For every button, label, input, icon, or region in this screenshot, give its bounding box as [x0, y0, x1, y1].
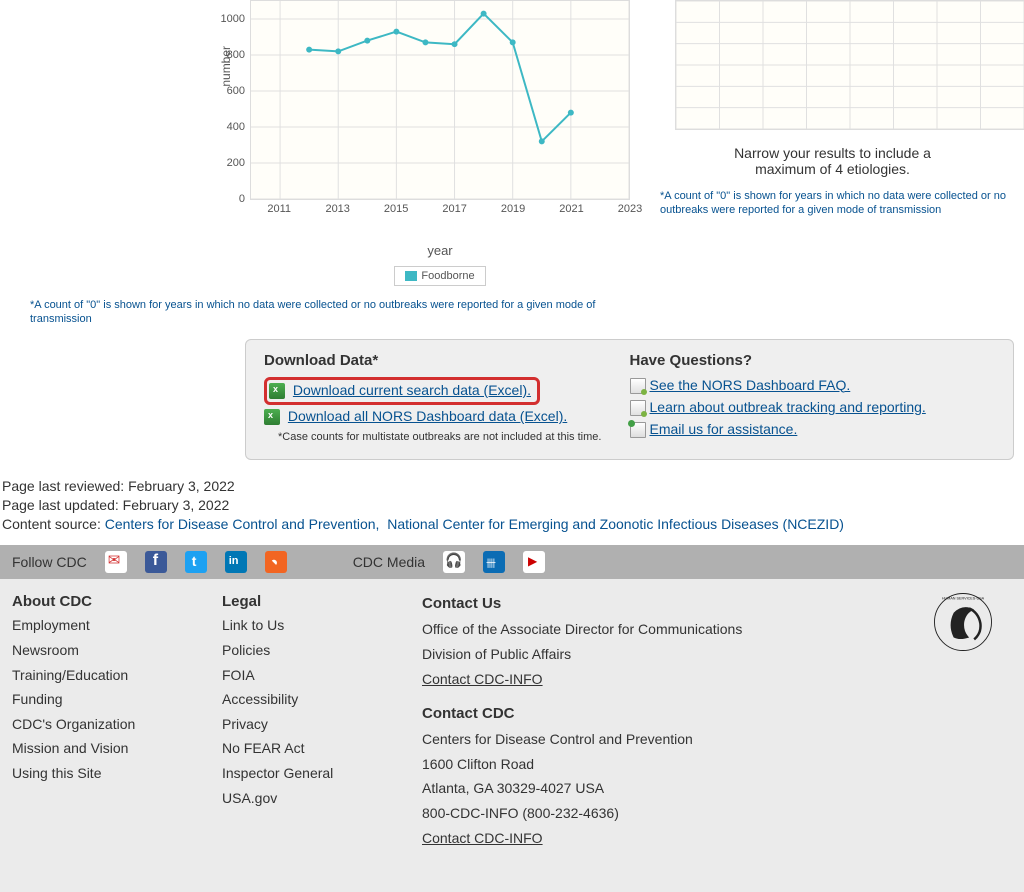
narrow-line1: Narrow your results to include a [660, 145, 1005, 161]
rss-icon[interactable] [265, 551, 287, 573]
content-source: Content source: Centers for Disease Cont… [2, 516, 1022, 532]
page-updated: Page last updated: February 3, 2022 [2, 497, 1022, 513]
email-link[interactable]: Email us for assistance. [650, 421, 798, 437]
about-link-4[interactable]: CDC's Organization [12, 715, 202, 735]
download-heading: Download Data* [264, 352, 630, 369]
excel-icon [264, 409, 280, 425]
source-link-1[interactable]: Centers for Disease Control and Preventi… [105, 516, 380, 532]
legal-link-2[interactable]: FOIA [222, 666, 402, 686]
about-link-5[interactable]: Mission and Vision [12, 739, 202, 759]
legend-label: Foodborne [421, 270, 474, 282]
contact-cdc-line2: 1600 Clifton Road [422, 755, 822, 775]
legend-item: Foodborne [394, 266, 485, 286]
legal-link-4[interactable]: Privacy [222, 715, 402, 735]
download-all-row: Download all NORS Dashboard data (Excel)… [264, 408, 630, 425]
source-link-2[interactable]: National Center for Emerging and Zoonoti… [387, 516, 844, 532]
twitter-icon[interactable] [185, 551, 207, 573]
contact-cdc-line1: Centers for Disease Control and Preventi… [422, 730, 822, 750]
legal-heading: Legal [222, 593, 402, 610]
download-box: Download Data* Download current search d… [245, 339, 1014, 461]
learn-link[interactable]: Learn about outbreak tracking and report… [650, 399, 926, 415]
contact-cdc-line4: 800-CDC-INFO (800-232-4636) [422, 804, 822, 824]
chart-svg-right [676, 1, 1024, 129]
about-link-6[interactable]: Using this Site [12, 764, 202, 784]
legal-link-5[interactable]: No FEAR Act [222, 739, 402, 759]
excel-icon [269, 383, 285, 399]
about-link-2[interactable]: Training/Education [12, 666, 202, 686]
cdc-media-label: CDC Media [353, 554, 425, 570]
mail-icon [630, 422, 646, 438]
faq-link[interactable]: See the NORS Dashboard FAQ. [650, 377, 851, 393]
chart-plot-area-right [675, 0, 1024, 130]
content-area: number 02004006008001000 201120132015201… [0, 0, 1024, 460]
about-link-3[interactable]: Funding [12, 690, 202, 710]
about-link-0[interactable]: Employment [12, 616, 202, 636]
legal-link-1[interactable]: Policies [222, 641, 402, 661]
email-icon[interactable] [105, 551, 127, 573]
highlighted-download: Download current search data (Excel). [264, 377, 540, 405]
chart-footnote-right: *A count of "0" is shown for years in wh… [650, 189, 1024, 218]
podcast-icon[interactable] [443, 551, 465, 573]
contact-us-block: Contact Us Office of the Associate Direc… [422, 593, 822, 689]
narrow-results-message: Narrow your results to include a maximum… [640, 145, 1024, 177]
email-row: Email us for assistance. [630, 421, 996, 438]
chart-legend: Foodborne [250, 266, 630, 286]
legal-link-3[interactable]: Accessibility [222, 690, 402, 710]
legal-link-0[interactable]: Link to Us [222, 616, 402, 636]
legal-link-7[interactable]: USA.gov [222, 789, 402, 809]
questions-column: Have Questions? See the NORS Dashboard F… [630, 352, 996, 444]
page-metadata: Page last reviewed: February 3, 2022 Pag… [0, 460, 1024, 545]
contact-us-line2: Division of Public Affairs [422, 645, 822, 665]
chart-plot-area: number 02004006008001000 [250, 0, 630, 200]
narrow-line2: maximum of 4 etiologies. [660, 161, 1005, 177]
download-current-link[interactable]: Download current search data (Excel). [293, 382, 531, 398]
footer-contact-column: Contact Us Office of the Associate Direc… [422, 593, 842, 862]
follow-cdc-label: Follow CDC [12, 554, 87, 570]
contact-cdc-heading: Contact CDC [422, 703, 822, 724]
right-chart-panel: Narrow your results to include a maximum… [640, 0, 1024, 327]
about-heading: About CDC [12, 593, 202, 610]
contact-cdc-block: Contact CDC Centers for Disease Control … [422, 703, 822, 848]
page-reviewed: Page last reviewed: February 3, 2022 [2, 478, 1022, 494]
y-ticks: 02004006008001000 [213, 1, 248, 199]
footer-legal-column: Legal Link to Us Policies FOIA Accessibilit… [222, 593, 422, 862]
contact-cdc-info-link[interactable]: Contact CDC-INFO [422, 670, 822, 690]
left-chart-panel: number 02004006008001000 201120132015201… [10, 0, 630, 327]
case-count-note: *Case counts for multistate outbreaks ar… [278, 431, 630, 443]
x-ticks: 2011201320152017201920212023 [250, 200, 630, 218]
doc-icon [630, 378, 646, 394]
chart-svg [251, 1, 629, 199]
learn-row: Learn about outbreak tracking and report… [630, 399, 996, 416]
svg-text:HUMAN SERVICES·USA: HUMAN SERVICES·USA [942, 597, 985, 601]
social-bar: Follow CDC CDC Media [0, 545, 1024, 579]
linkedin-icon[interactable] [225, 551, 247, 573]
contact-cdc-line3: Atlanta, GA 30329-4027 USA [422, 779, 822, 799]
cdc-tv-icon[interactable] [483, 551, 505, 573]
chart-footnote-left: *A count of "0" is shown for years in wh… [20, 298, 630, 327]
contact-cdc-info-link2[interactable]: Contact CDC-INFO [422, 829, 822, 849]
footer-about-column: About CDC Employment Newsroom Training/Edu… [12, 593, 222, 862]
contact-us-heading: Contact Us [422, 593, 822, 614]
faq-row: See the NORS Dashboard FAQ. [630, 377, 996, 394]
chart-row: number 02004006008001000 201120132015201… [0, 0, 1024, 327]
contact-us-line1: Office of the Associate Director for Com… [422, 620, 822, 640]
youtube-icon[interactable] [523, 551, 545, 573]
doc-icon [630, 400, 646, 416]
facebook-icon[interactable] [145, 551, 167, 573]
about-link-1[interactable]: Newsroom [12, 641, 202, 661]
page-footer: About CDC Employment Newsroom Training/Edu… [0, 579, 1024, 892]
hhs-seal-icon: HUMAN SERVICES·USA [932, 591, 994, 653]
x-axis-label: year [250, 243, 630, 258]
questions-heading: Have Questions? [630, 352, 996, 369]
download-all-link[interactable]: Download all NORS Dashboard data (Excel)… [288, 408, 567, 424]
legal-link-6[interactable]: Inspector General [222, 764, 402, 784]
legend-swatch [405, 271, 417, 281]
download-column: Download Data* Download current search d… [264, 352, 630, 444]
